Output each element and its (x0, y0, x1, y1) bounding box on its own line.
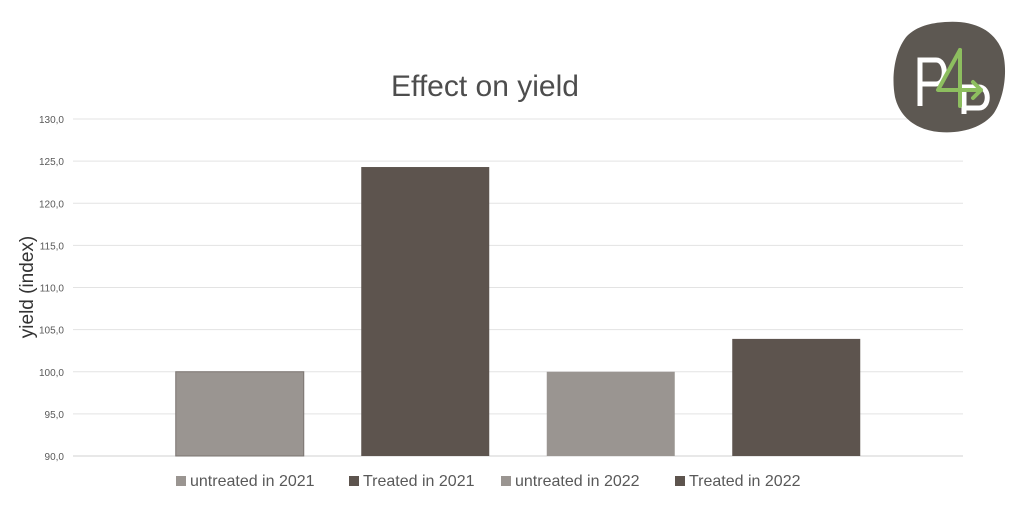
bar (361, 167, 490, 456)
y-axis-ticks: 90,0 95,0 100,0 105,0 110,0 115,0 120,0 125,0 13… (39, 115, 64, 463)
legend: untreated in 2021 Treated in 2021 untreate… (176, 473, 801, 490)
bar (175, 371, 305, 457)
y-axis-label: yield (index) (17, 236, 38, 338)
y-tick-label: 130,0 (39, 115, 64, 126)
y-tick-label: 125,0 (39, 157, 64, 168)
logo-arrow-four (936, 48, 983, 108)
y-tick-label: 90,0 (45, 452, 65, 463)
p4p-logo (893, 21, 1006, 133)
y-tick-label: 105,0 (39, 326, 64, 337)
legend-swatch (501, 476, 511, 486)
legend-swatch (675, 476, 685, 486)
chart-title: Effect on yield (391, 70, 579, 103)
legend-swatch (349, 476, 359, 486)
y-tick-label: 100,0 (39, 368, 64, 379)
legend-swatch (176, 476, 186, 486)
y-tick-label: 110,0 (40, 284, 65, 295)
y-tick-label: 115,0 (40, 241, 65, 252)
y-tick-label: 95,0 (45, 410, 65, 421)
legend-label: untreated in 2021 (190, 473, 315, 490)
bar (732, 338, 861, 456)
legend-label: Treated in 2021 (363, 473, 475, 490)
bars (175, 167, 861, 457)
logo-background-shape (893, 21, 1006, 133)
y-tick-label: 120,0 (39, 199, 64, 210)
legend-label: Treated in 2022 (689, 473, 801, 490)
legend-label: untreated in 2022 (515, 473, 640, 490)
bar (546, 371, 675, 456)
